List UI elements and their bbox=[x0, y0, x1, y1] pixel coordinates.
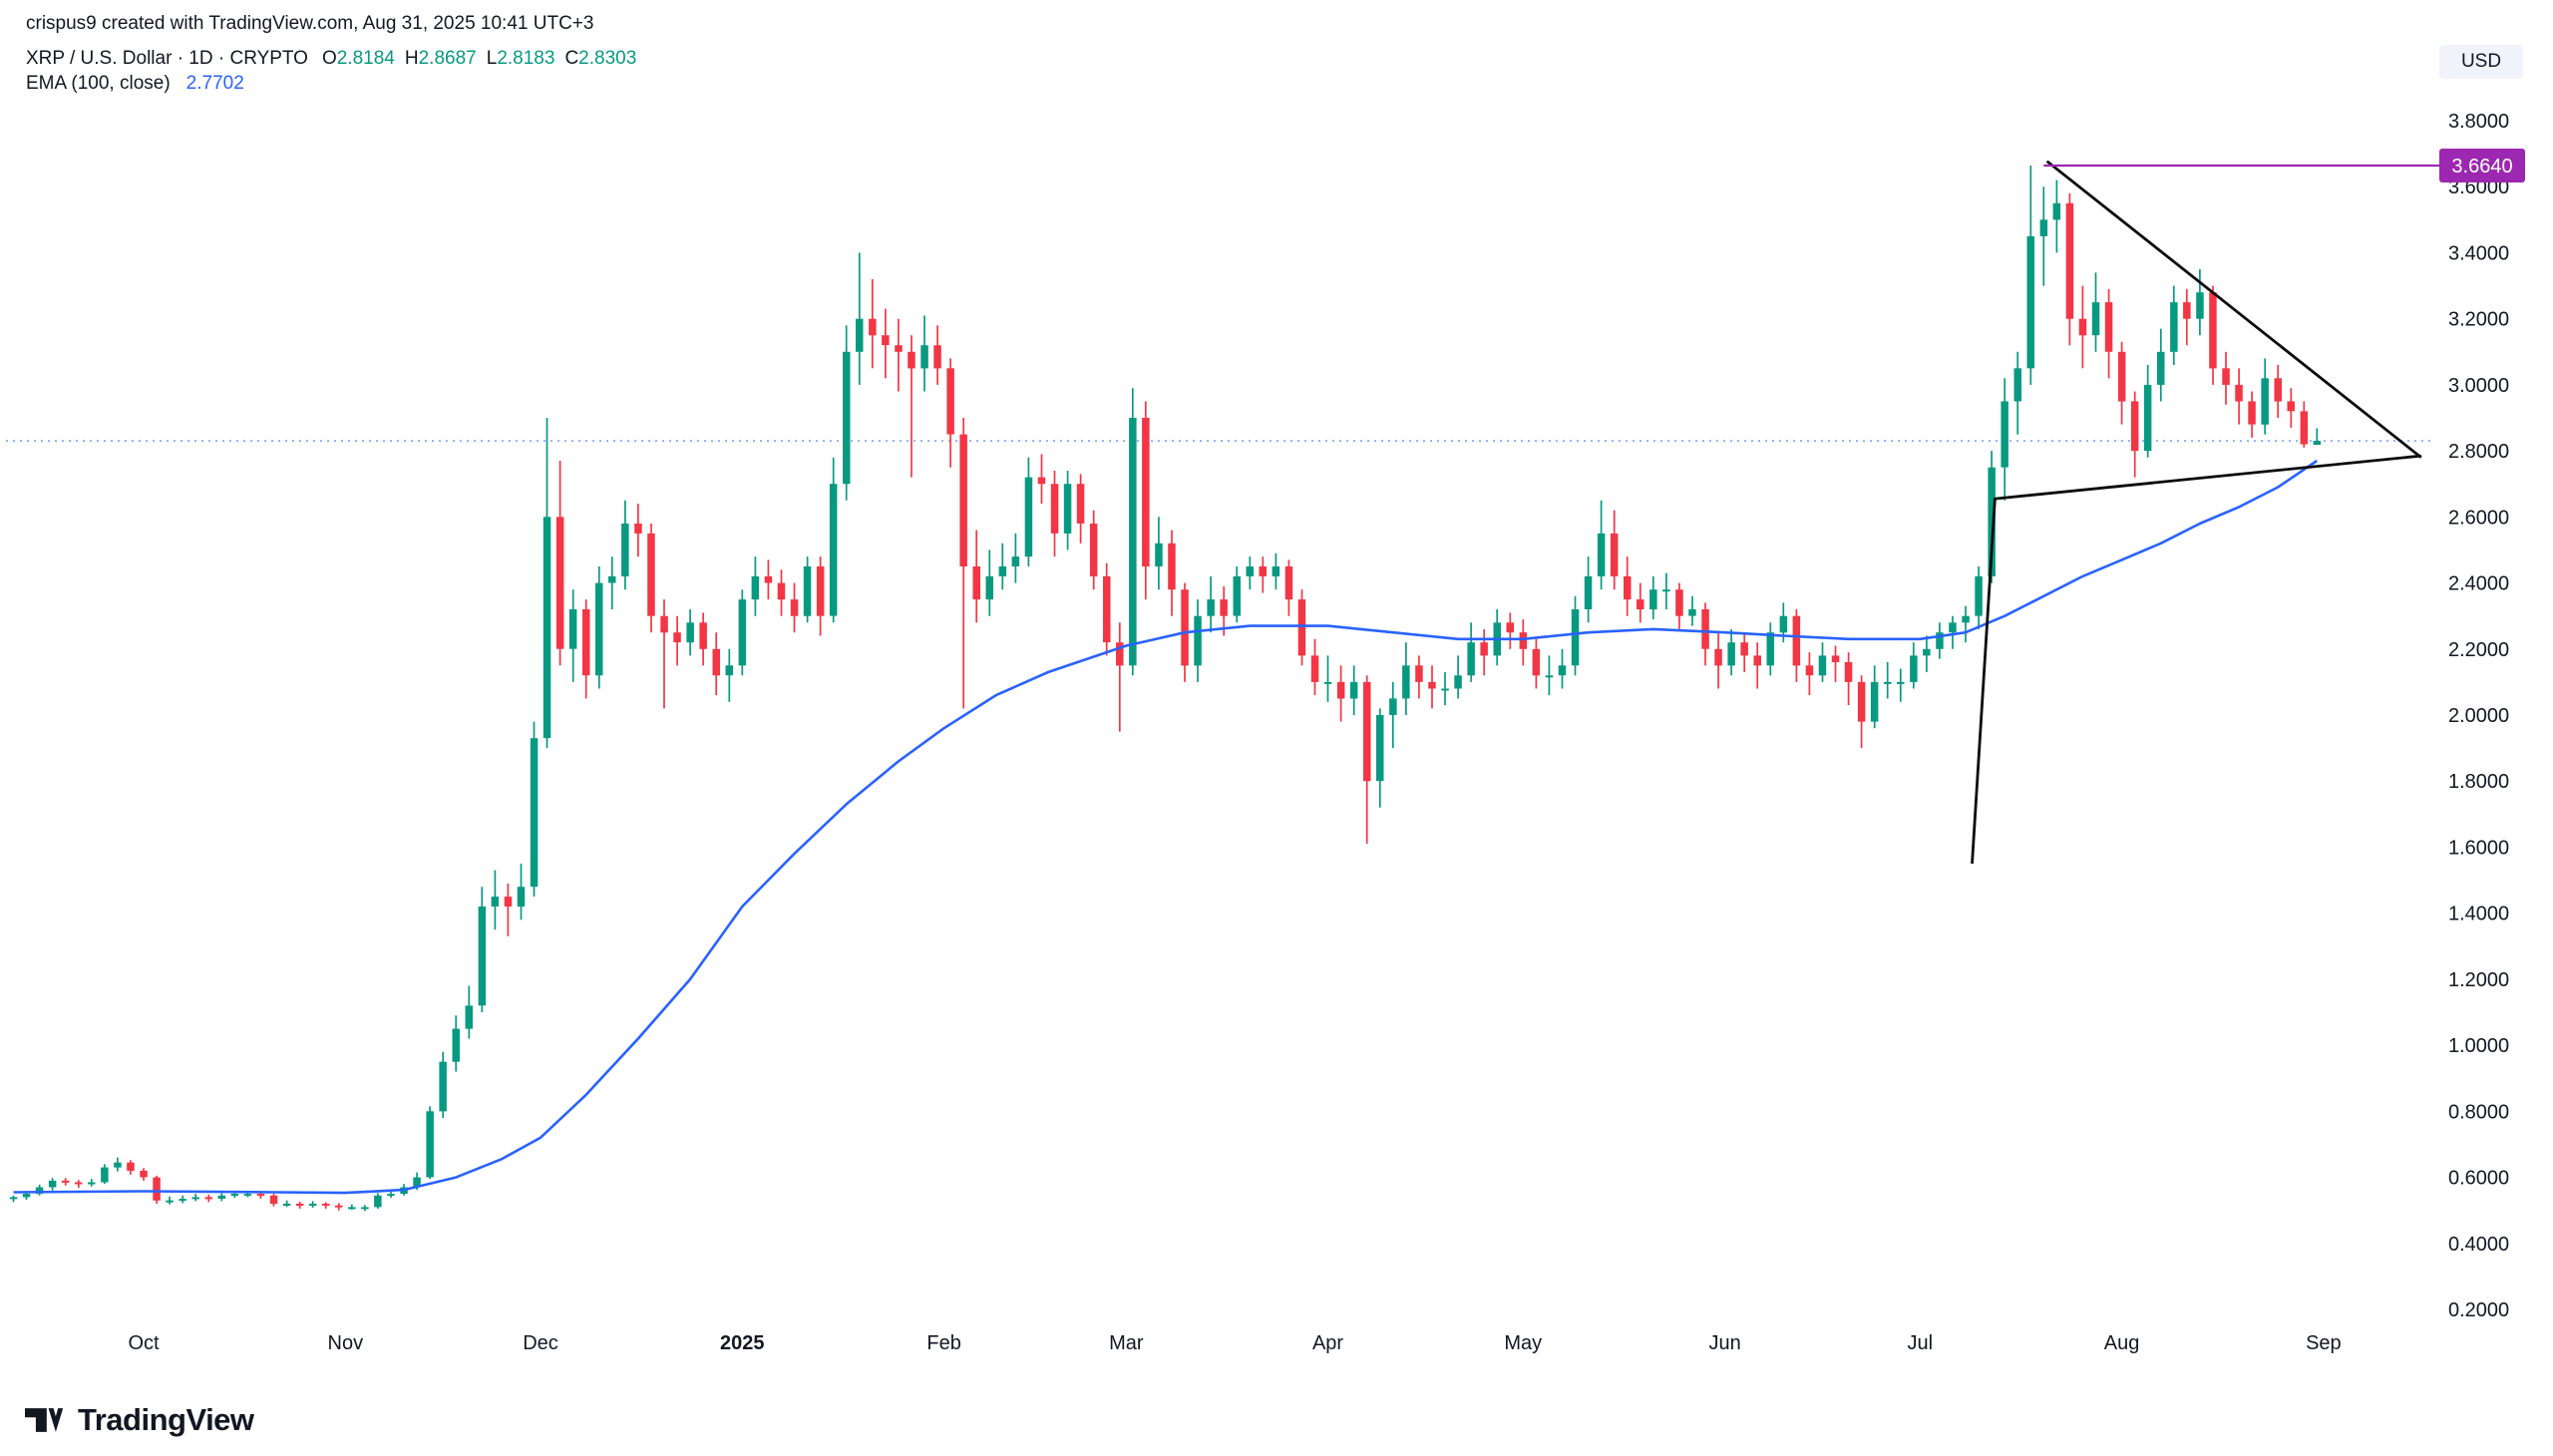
indicator-legend-row: EMA (100, close) 2.7702 bbox=[26, 73, 636, 98]
low-label: L bbox=[486, 48, 498, 69]
currency-unit-button[interactable]: USD bbox=[2439, 45, 2523, 79]
time-tick-label: Dec bbox=[523, 1332, 558, 1354]
time-tick-label: 2025 bbox=[720, 1332, 765, 1354]
high-label: H bbox=[404, 48, 419, 69]
price-tick-label: 1.4000 bbox=[2448, 904, 2509, 925]
price-tick-label: 1.6000 bbox=[2448, 837, 2509, 859]
close-value: 2.8303 bbox=[578, 48, 637, 69]
price-tick-label: 1.0000 bbox=[2448, 1035, 2509, 1057]
ema-line[interactable] bbox=[13, 459, 2319, 1195]
svg-text:3.6640: 3.6640 bbox=[2451, 156, 2512, 178]
marked-price-badge: 3.6640 bbox=[2439, 149, 2525, 182]
price-tick-label: 2.0000 bbox=[2448, 705, 2509, 727]
price-tick-label: 3.0000 bbox=[2448, 375, 2509, 397]
time-tick-label: Mar bbox=[1109, 1332, 1144, 1354]
time-tick-label: Apr bbox=[1312, 1332, 1343, 1354]
time-tick-label: Aug bbox=[2104, 1332, 2140, 1354]
symbol-legend-row: XRP / U.S. Dollar · 1D · CRYPTO O2.8184 H… bbox=[26, 48, 636, 73]
time-axis[interactable]: Oct Nov Dec 2025 Feb Mar Apr May Jun Jul Aug Sep bbox=[128, 1332, 2341, 1354]
low-value: 2.8183 bbox=[497, 48, 555, 69]
chart-legend: XRP / U.S. Dollar · 1D · CRYPTO O2.8184 H… bbox=[26, 48, 636, 98]
price-tick-label: 1.8000 bbox=[2448, 771, 2509, 793]
attribution-text: crispus9 created with TradingView.com, A… bbox=[26, 13, 594, 34]
price-axis[interactable]: 3.80003.60003.40003.20003.00002.80002.60… bbox=[2448, 111, 2509, 1321]
open-label: O bbox=[321, 48, 337, 69]
price-tick-label: 0.2000 bbox=[2448, 1299, 2509, 1321]
time-tick-label: Jun bbox=[1708, 1332, 1740, 1354]
candles-layer bbox=[9, 166, 2322, 1212]
high-value: 2.8687 bbox=[418, 48, 477, 69]
close-label: C bbox=[564, 48, 579, 69]
price-tick-label: 3.2000 bbox=[2448, 309, 2509, 331]
price-tick-label: 0.6000 bbox=[2448, 1168, 2509, 1190]
symbol-title[interactable]: XRP / U.S. Dollar · 1D · CRYPTO bbox=[26, 48, 308, 69]
price-tick-label: 2.8000 bbox=[2448, 441, 2509, 463]
time-tick-label: Feb bbox=[926, 1332, 960, 1354]
time-tick-label: May bbox=[1504, 1332, 1542, 1354]
time-tick-label: Nov bbox=[328, 1332, 364, 1354]
ohlc-values: O2.8184 H2.8687 L2.8183 C2.8303 bbox=[322, 48, 636, 70]
time-tick-label: Jul bbox=[1908, 1332, 1934, 1354]
indicator-title[interactable]: EMA (100, close) bbox=[26, 73, 171, 94]
trendline-descending-resistance[interactable] bbox=[2045, 160, 2422, 459]
open-value: 2.8184 bbox=[336, 48, 395, 69]
tradingview-logo[interactable] bbox=[24, 1400, 66, 1440]
price-tick-label: 2.4000 bbox=[2448, 573, 2509, 595]
trendline-ascending-support[interactable] bbox=[1971, 454, 2421, 865]
footer-brand-bar: TradingView bbox=[24, 1394, 254, 1446]
price-tick-label: 0.8000 bbox=[2448, 1101, 2509, 1123]
price-tick-label: 0.4000 bbox=[2448, 1234, 2509, 1256]
price-tick-label: 1.2000 bbox=[2448, 969, 2509, 991]
time-tick-label: Sep bbox=[2306, 1332, 2342, 1354]
tradingview-brand[interactable]: TradingView bbox=[78, 1402, 254, 1437]
price-tick-label: 3.4000 bbox=[2448, 242, 2509, 264]
time-tick-label: Oct bbox=[128, 1332, 160, 1354]
price-tick-label: 2.6000 bbox=[2448, 507, 2509, 529]
indicator-value: 2.7702 bbox=[185, 73, 244, 94]
price-tick-label: 3.8000 bbox=[2448, 111, 2509, 133]
price-tick-label: 2.2000 bbox=[2448, 639, 2509, 661]
